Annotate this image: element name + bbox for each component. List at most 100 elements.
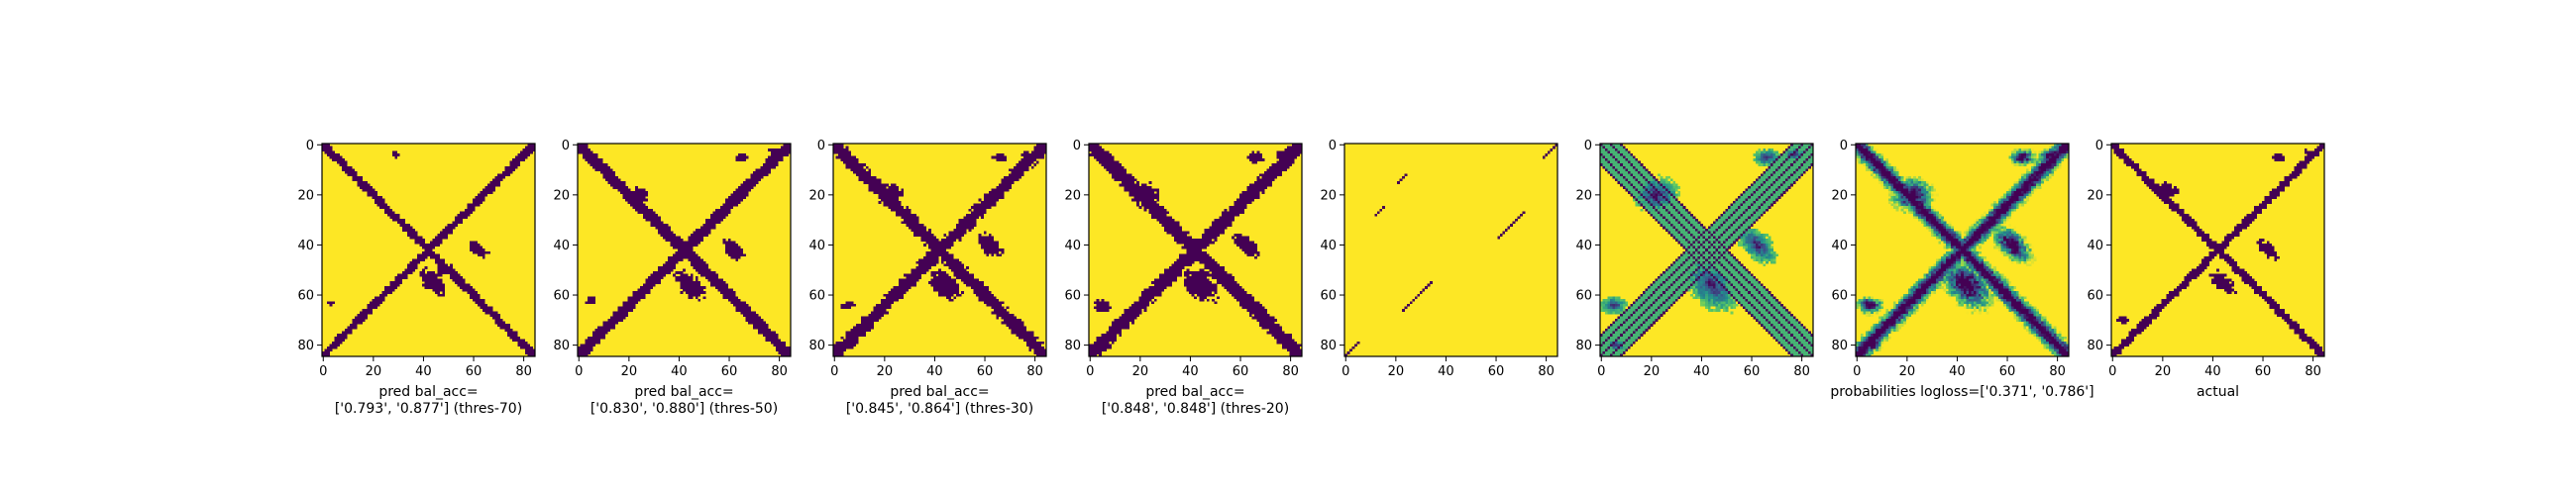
heatmap-cell xyxy=(396,273,400,277)
heatmap-cell xyxy=(455,221,458,225)
heatmap-cell xyxy=(1790,144,1794,147)
heatmap-cell xyxy=(1211,258,1215,262)
heatmap-cell xyxy=(1089,153,1092,156)
heatmap-cell xyxy=(968,216,972,220)
heatmap-cell xyxy=(427,250,431,254)
heatmap-cell xyxy=(1610,144,1613,147)
heatmap-cell xyxy=(1131,191,1134,194)
heatmap-cell xyxy=(480,301,483,305)
heatmap-cell xyxy=(394,155,398,159)
heatmap-cell xyxy=(898,201,902,205)
heatmap-cell xyxy=(918,229,921,232)
heatmap-cell xyxy=(630,193,633,197)
heatmap-cell xyxy=(337,334,341,338)
heatmap-cell xyxy=(732,244,736,248)
heatmap-cell xyxy=(602,326,606,330)
heatmap-cell xyxy=(1243,201,1247,205)
heatmap-cell xyxy=(888,301,892,305)
heatmap-cell xyxy=(1116,160,1120,164)
heatmap-cell xyxy=(1214,221,1218,225)
heatmap-cell xyxy=(698,268,701,272)
heatmap-cell xyxy=(950,288,954,292)
heatmap-cell xyxy=(940,293,944,297)
heatmap-cell xyxy=(375,298,377,302)
heatmap-cell xyxy=(768,168,772,172)
heatmap-cell xyxy=(1001,180,1005,184)
heatmap-cell xyxy=(1281,331,1285,335)
heatmap-cell xyxy=(1248,158,1252,162)
heatmap-cell xyxy=(1004,155,1007,159)
heatmap-cell xyxy=(1248,193,1252,197)
heatmap-cell xyxy=(583,150,586,154)
heatmap-cell xyxy=(394,278,398,282)
heatmap-cell xyxy=(898,203,902,207)
heatmap-cell xyxy=(850,163,854,167)
heatmap-cell xyxy=(735,308,739,312)
heatmap-cell xyxy=(712,223,716,227)
heatmap-cell xyxy=(1023,329,1027,333)
heatmap-cell xyxy=(948,265,952,269)
heatmap-cell xyxy=(948,298,952,302)
heatmap-cell xyxy=(1014,173,1017,177)
heatmap-cell xyxy=(840,148,844,151)
heatmap-cell xyxy=(422,246,426,249)
heatmap-cell xyxy=(401,271,405,274)
heatmap-cell xyxy=(1014,178,1017,182)
heatmap-cell xyxy=(647,213,651,217)
heatmap-cell xyxy=(1299,148,1303,151)
heatmap-cell xyxy=(434,253,438,257)
heatmap-cell xyxy=(1251,308,1255,312)
heatmap-cell xyxy=(993,188,997,192)
heatmap-cell xyxy=(407,268,410,272)
x-axis-label: pred bal_acc= xyxy=(890,384,989,400)
heatmap-cell xyxy=(845,346,849,349)
heatmap-cell xyxy=(1020,163,1024,167)
heatmap-cell xyxy=(1236,239,1240,242)
heatmap-cell xyxy=(339,160,343,164)
heatmap-cell xyxy=(773,336,777,340)
heatmap-cell xyxy=(447,271,451,274)
heatmap-cell xyxy=(1179,258,1182,262)
heatmap-cell xyxy=(722,283,726,287)
heatmap-cell xyxy=(955,268,959,272)
heatmap-cell xyxy=(594,158,598,162)
heatmap-cell xyxy=(1276,334,1280,338)
heatmap-cell xyxy=(1101,301,1105,305)
heatmap-cell xyxy=(695,283,698,287)
heatmap-cell xyxy=(740,155,744,159)
heatmap-cell xyxy=(439,236,443,240)
heatmap-cell xyxy=(640,191,644,194)
heatmap-cell xyxy=(940,286,944,290)
heatmap-cell xyxy=(1232,218,1235,222)
heatmap-cell xyxy=(607,326,611,330)
heatmap-cell xyxy=(1109,158,1113,162)
heatmap-cell xyxy=(352,168,356,172)
heatmap-cell xyxy=(1191,288,1195,292)
heatmap-cell xyxy=(1229,218,1233,222)
heatmap-cell xyxy=(467,211,471,215)
heatmap-cell xyxy=(753,178,756,182)
heatmap-cell xyxy=(678,271,682,274)
heatmap-cell xyxy=(642,193,646,197)
heatmap-cell xyxy=(1111,168,1115,172)
heatmap-cell xyxy=(1025,155,1029,159)
heatmap-cell xyxy=(1019,165,1022,169)
heatmap-cell xyxy=(376,201,380,205)
heatmap-cell xyxy=(1251,316,1255,320)
heatmap-cell xyxy=(725,211,729,215)
heatmap-cell xyxy=(950,291,954,295)
heatmap-cell xyxy=(908,216,912,220)
heatmap-cell xyxy=(1133,308,1137,312)
heatmap-cell xyxy=(1119,173,1123,177)
heatmap-cell xyxy=(978,208,982,212)
heatmap-cell xyxy=(663,265,666,269)
heatmap-cell xyxy=(1600,146,1603,149)
heatmap-cell xyxy=(1151,208,1155,212)
heatmap-cell xyxy=(1124,183,1127,187)
heatmap-cell xyxy=(961,291,964,295)
heatmap-cell xyxy=(1204,260,1208,264)
heatmap-cell xyxy=(1153,193,1157,197)
heatmap-cell xyxy=(386,206,390,210)
heatmap-cell xyxy=(352,173,356,177)
heatmap-cell xyxy=(991,296,995,300)
